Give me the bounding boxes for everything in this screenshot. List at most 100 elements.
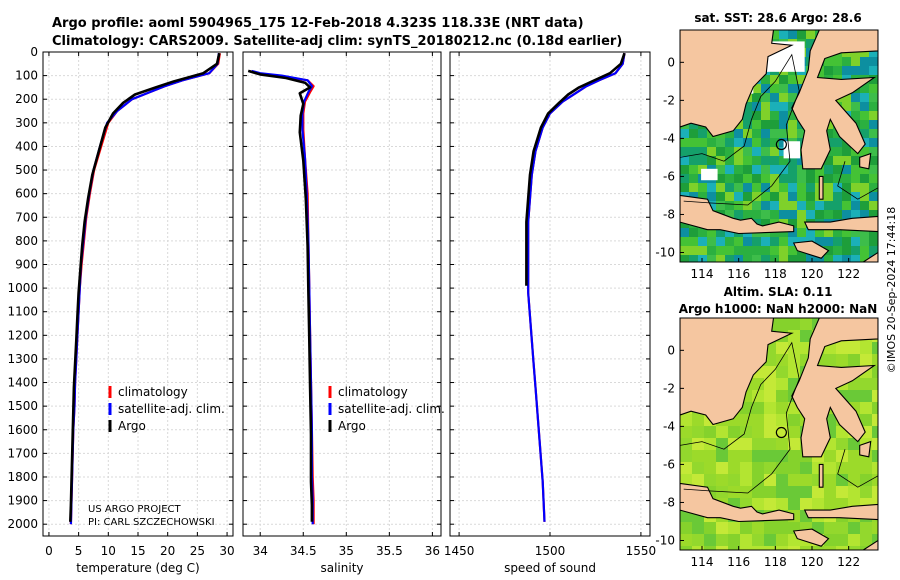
sst-cell	[788, 210, 797, 219]
sst-cell	[842, 246, 851, 255]
sst-cell	[869, 246, 878, 255]
sst-cell	[779, 237, 788, 246]
sla-cell	[776, 366, 788, 378]
sst-cell	[833, 138, 842, 147]
sst-cell	[833, 174, 842, 183]
sst-cell	[734, 156, 743, 165]
sst-cell	[761, 210, 770, 219]
sst-cell	[869, 192, 878, 201]
sst-cell	[698, 246, 707, 255]
land-mass	[803, 215, 878, 233]
sst-cell	[797, 75, 806, 84]
sst-cell	[770, 246, 779, 255]
sst-cell	[779, 102, 788, 111]
sla-cell	[872, 354, 878, 366]
sst-cell	[869, 75, 878, 84]
x-tick-label: 10	[101, 544, 116, 558]
sla-cell	[824, 534, 836, 546]
sst-cell	[860, 174, 869, 183]
map-frame	[679, 29, 879, 263]
map-y-tick-label: 0	[667, 343, 675, 357]
sst-cell	[725, 156, 734, 165]
land-mass	[862, 251, 878, 262]
sst-cell	[869, 102, 878, 111]
sla-cell	[704, 450, 716, 462]
sst-cell	[752, 192, 761, 201]
sst-cell	[752, 156, 761, 165]
sst-cell	[698, 138, 707, 147]
sla-cell	[848, 546, 860, 550]
sla-cell	[872, 378, 878, 390]
legend-label: Argo	[338, 419, 366, 433]
sst-cell	[734, 147, 743, 156]
sla-cell	[860, 414, 872, 426]
sla-cell	[800, 486, 812, 498]
sst-cell	[860, 192, 869, 201]
sst-cell	[842, 228, 851, 237]
sst-cell	[752, 183, 761, 192]
sst-cell	[707, 228, 716, 237]
sla-cell	[728, 426, 740, 438]
sst-cell	[869, 165, 878, 174]
sla-cell	[860, 342, 872, 354]
land-mass	[680, 482, 795, 523]
sla-cell	[728, 546, 740, 550]
sla-cell	[740, 450, 752, 462]
sst-cell	[761, 246, 770, 255]
sst-cell	[734, 192, 743, 201]
sla-cell	[704, 534, 716, 546]
sla-cell	[764, 378, 776, 390]
sla-cell	[824, 486, 836, 498]
sst-cell	[770, 156, 779, 165]
sla-cell	[752, 486, 764, 498]
sst-cell	[860, 66, 869, 75]
y-tick-label: 1800	[7, 470, 38, 484]
sst-cell	[752, 210, 761, 219]
program-note: US ARGO PROJECT	[88, 504, 182, 515]
sst-cell	[851, 183, 860, 192]
sst-cell	[716, 165, 725, 174]
sla-cell	[872, 486, 878, 498]
sst-cell	[752, 255, 761, 262]
sst-cell	[752, 147, 761, 156]
sst-cell	[680, 246, 689, 255]
sst-cell	[788, 192, 797, 201]
sst-cell	[797, 30, 806, 39]
sst-cell	[770, 102, 779, 111]
sst-cell	[752, 165, 761, 174]
sst-cell	[761, 138, 770, 147]
sla-cell	[860, 486, 872, 498]
sst-cell	[869, 57, 878, 66]
sla-cell	[800, 462, 812, 474]
sst-cell	[833, 237, 842, 246]
sst-cell	[842, 255, 851, 262]
sst-cell	[761, 129, 770, 138]
sst-cell	[707, 138, 716, 147]
sla-cell	[716, 522, 728, 534]
sst-cell	[851, 237, 860, 246]
sst-cell	[851, 210, 860, 219]
sst-cell	[689, 228, 698, 237]
sst-cell	[770, 147, 779, 156]
sst-cell	[860, 129, 869, 138]
sst-cell	[851, 57, 860, 66]
sst-cell	[761, 120, 770, 129]
sst-cell	[770, 93, 779, 102]
sst-cell	[734, 201, 743, 210]
map-y-tick-label: -10	[655, 533, 675, 547]
sst-cell	[860, 111, 869, 120]
sst-cell	[851, 66, 860, 75]
x-axis-label: speed of sound	[504, 561, 596, 575]
sst-cell	[824, 192, 833, 201]
sst-cell	[824, 201, 833, 210]
map-x-tick-label: 122	[837, 267, 860, 281]
sst-cell	[797, 165, 806, 174]
sst-cell	[689, 192, 698, 201]
sst-cell	[743, 165, 752, 174]
sla-cell	[788, 342, 800, 354]
sst-cell	[815, 237, 824, 246]
sst-cell	[797, 219, 806, 228]
bathymetry-contour	[837, 161, 878, 200]
sst-cell	[869, 84, 878, 93]
sst-cell	[734, 210, 743, 219]
